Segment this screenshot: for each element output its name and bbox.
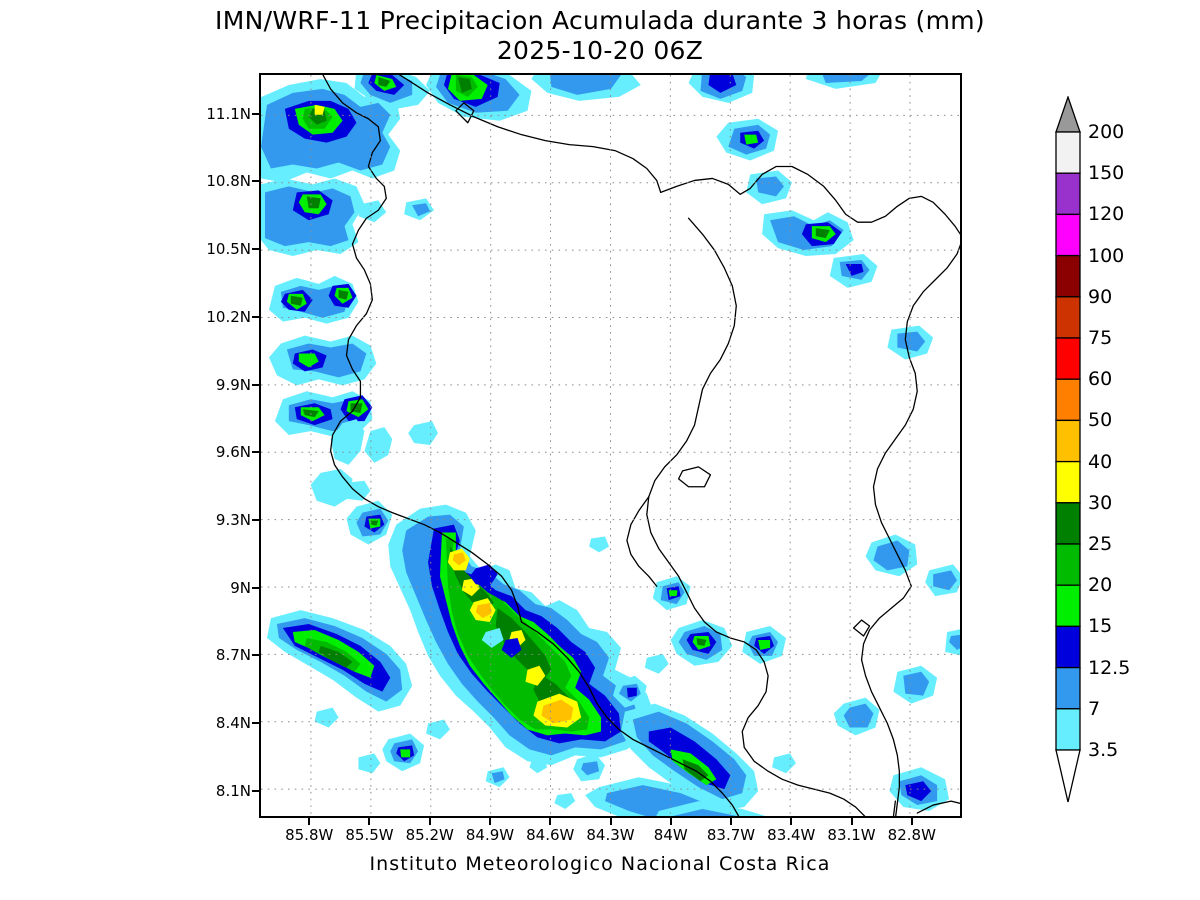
- colorbar-band-100: [1055, 213, 1081, 257]
- x-tick-label: 84W: [653, 826, 688, 844]
- chart-title: IMN/WRF-11 Precipitacion Acumulada duran…: [0, 6, 1200, 65]
- map-plot-area: [259, 73, 962, 818]
- x-tick-mark: [308, 818, 311, 825]
- y-tick-label: 10.8N: [206, 172, 251, 191]
- y-tick-mark: [252, 248, 260, 251]
- y-tick-mark: [252, 789, 260, 792]
- precipitation-contours: [261, 75, 960, 816]
- footer-caption: Instituto Meteorologico Nacional Costa R…: [369, 853, 831, 875]
- x-tick-label: 85.2W: [405, 826, 454, 844]
- y-tick-label: 10.2N: [206, 307, 251, 326]
- y-tick-label: 8.1N: [215, 781, 251, 800]
- x-tick-mark: [730, 818, 732, 825]
- y-tick-label: 8.7N: [215, 646, 251, 665]
- colorbar-band-120: [1055, 172, 1081, 216]
- y-tick-label: 8.4N: [215, 714, 251, 733]
- y-tick-label: 11.1N: [206, 104, 251, 123]
- title-line-1: IMN/WRF-11 Precipitacion Acumulada duran…: [215, 6, 985, 35]
- x-tick-mark: [488, 818, 491, 825]
- x-tick-mark: [910, 818, 913, 825]
- y-tick-mark: [252, 451, 260, 454]
- colorbar-band-20: [1055, 543, 1081, 586]
- colorbar-legend: 200 150 120 100 90 75 60 50 40 30 25 20 15 12.5 7 3.5: [1052, 96, 1192, 806]
- colorbar-tick-25: 25: [1088, 533, 1113, 555]
- colorbar-tick-90: 90: [1088, 285, 1113, 308]
- colorbar-band-15: [1055, 584, 1081, 628]
- map-gridlines: [261, 75, 960, 816]
- x-tick-mark: [609, 818, 612, 825]
- colorbar-tick-3.5: 3.5: [1088, 739, 1119, 761]
- y-tick-label: 9.6N: [215, 443, 251, 462]
- x-tick-label: 83.1W: [827, 826, 876, 844]
- colorbar-tick-120: 120: [1088, 203, 1125, 226]
- colorbar-tick-200: 200: [1088, 121, 1125, 143]
- y-tick-mark: [252, 722, 260, 725]
- title-line-2: 2025-10-20 06Z: [496, 35, 704, 65]
- y-tick-mark: [252, 586, 260, 589]
- map-canvas: [261, 75, 960, 816]
- colorbar-band-90: [1055, 254, 1081, 298]
- colorbar-band-40: [1055, 419, 1081, 463]
- colorbar-tick-150: 150: [1088, 162, 1125, 185]
- x-tick-mark: [549, 818, 552, 825]
- colorbar-band-over-200: [1055, 96, 1081, 133]
- x-tick-mark: [850, 818, 853, 825]
- colorbar-tick-12.5: 12.5: [1088, 656, 1131, 679]
- x-tick-mark: [368, 818, 371, 825]
- x-tick-label: 84.6W: [526, 826, 575, 844]
- colorbar-tick-15: 15: [1088, 615, 1113, 638]
- colorbar-band-50: [1055, 378, 1081, 422]
- x-tick-label: 84.3W: [586, 826, 635, 844]
- colorbar-band-3.5: [1055, 708, 1081, 751]
- colorbar-tick-60: 60: [1088, 368, 1113, 391]
- colorbar-tick-75: 75: [1088, 327, 1113, 349]
- x-tick-label: 85.8W: [285, 826, 334, 844]
- y-tick-mark: [252, 112, 260, 115]
- y-tick-mark: [252, 383, 260, 386]
- x-tick-mark: [790, 818, 793, 825]
- colorbar-tick-50: 50: [1088, 409, 1113, 432]
- x-tick-label: 83.7W: [706, 826, 756, 844]
- y-tick-label: 10.5N: [206, 240, 251, 259]
- colorbar-band-under-3.5: [1055, 749, 1081, 803]
- x-tick-mark: [428, 818, 431, 825]
- colorbar-swatches: [1055, 96, 1081, 803]
- colorbar-band-60: [1055, 337, 1081, 380]
- y-tick-mark: [252, 519, 260, 521]
- y-tick-label: 9N: [230, 578, 251, 597]
- y-tick-mark: [252, 654, 260, 657]
- colorbar-tick-7: 7: [1088, 697, 1101, 720]
- y-tick-label: 9.3N: [215, 511, 251, 529]
- colorbar-band-30: [1055, 460, 1081, 504]
- x-tick-label: 85.5W: [345, 826, 394, 844]
- x-tick-label: 82.8W: [887, 826, 936, 844]
- y-tick-mark: [252, 315, 260, 318]
- colorbar-tick-40: 40: [1088, 450, 1113, 473]
- colorbar-band-25: [1055, 502, 1081, 545]
- colorbar-tick-30: 30: [1088, 491, 1113, 514]
- colorbar-band-150: [1055, 131, 1081, 174]
- x-tick-mark: [669, 818, 672, 825]
- colorbar-band-7: [1055, 666, 1081, 710]
- colorbar-tick-100: 100: [1088, 244, 1125, 267]
- colorbar-band-75: [1055, 296, 1081, 339]
- colorbar-band-12.5: [1055, 625, 1081, 669]
- x-tick-label: 84.9W: [465, 826, 515, 844]
- y-tick-mark: [252, 180, 260, 183]
- x-tick-label: 83.4W: [767, 826, 816, 844]
- y-tick-label: 9.9N: [215, 375, 251, 394]
- colorbar-tick-20: 20: [1088, 574, 1113, 597]
